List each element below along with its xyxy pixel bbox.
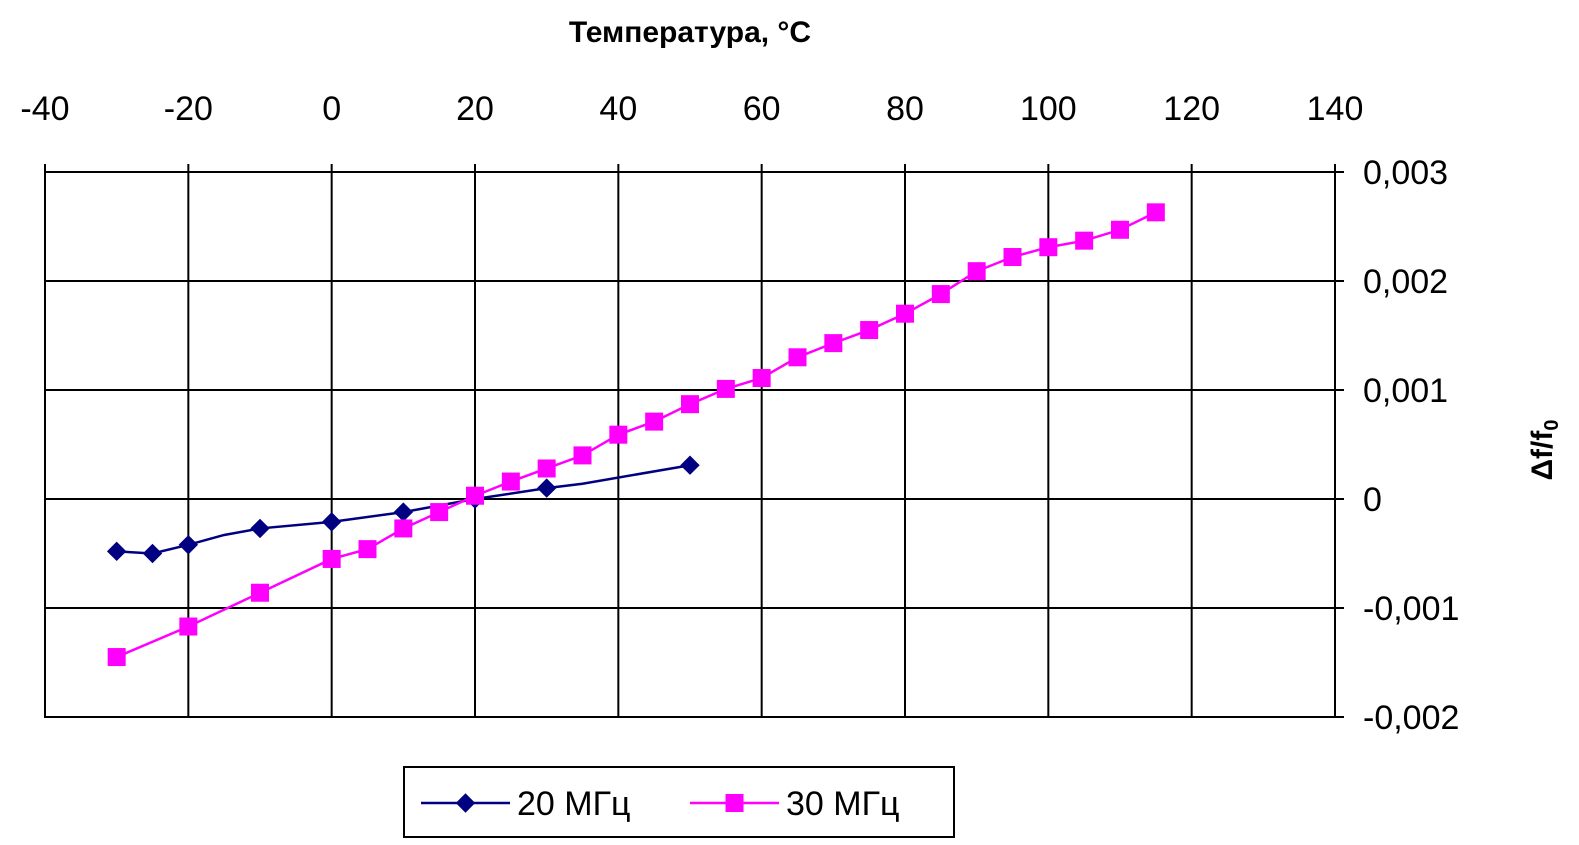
data-point-square [896,304,914,323]
y-axis-title: Δf/f0 [1526,419,1563,480]
legend-label: 30 МГц [786,785,899,823]
x-tick-label: -20 [164,90,213,128]
data-point-square [1003,248,1022,267]
data-point-square [466,486,484,505]
x-tick-label: 100 [1020,90,1077,128]
series-1 [106,455,700,564]
data-point-square [501,472,520,491]
x-tick-label: 80 [886,90,924,128]
data-point-square [1111,220,1129,239]
data-point-square [107,648,126,667]
series-2 [107,203,1165,667]
x-tick-label: -40 [20,90,69,128]
data-point-square [322,549,341,568]
legend-swatch-marker [455,793,476,813]
series-layer [106,203,1165,667]
data-point-square [788,348,807,367]
data-point-diamond [142,543,163,564]
legend-label: 20 МГц [517,785,630,823]
x-tick-label: 40 [599,90,637,128]
y-tick-label: -0,002 [1363,699,1459,737]
x-tick-label: 20 [456,90,494,128]
data-point-square [931,285,950,304]
x-tick-label: 60 [743,90,781,128]
data-point-square [860,321,879,340]
data-point-square [430,503,449,522]
data-point-square [251,583,269,602]
data-point-square [681,395,699,414]
data-point-square [752,369,771,388]
legend-item-2: 30 МГц [690,785,899,823]
data-point-diamond [393,502,414,522]
plot-area-border [44,171,1336,718]
legend-swatch-marker [725,794,744,812]
data-point-diamond [178,535,199,555]
data-point-square [1146,203,1165,222]
y-tick-label: -0,001 [1363,590,1459,628]
data-point-square [537,459,556,478]
data-point-square [716,379,735,398]
data-point-diamond [321,512,342,532]
data-point-square [645,412,664,431]
y-tick-label: 0,003 [1363,154,1448,192]
x-tick-label: 0 [322,90,341,128]
data-point-square [179,617,198,636]
data-point-square [1075,231,1094,250]
data-point-diamond [536,478,557,498]
legend: 20 МГц 30 МГц [403,766,955,838]
y-tick-label: 0,001 [1363,372,1448,410]
axis-layer [44,164,1344,718]
y-tick-label: 0 [1363,481,1382,519]
y-axis-title-main: Δf/f [1526,430,1559,481]
data-point-diamond [680,455,700,475]
x-axis-title: Температура, °С [569,16,811,49]
data-point-square [967,262,986,281]
data-point-square [573,446,592,465]
data-point-square [394,519,413,538]
data-point-diamond [106,541,127,562]
series-line [116,211,1157,659]
x-tick-label: 120 [1163,90,1220,128]
x-tick-label: 140 [1307,90,1364,128]
data-point-square [609,425,628,444]
label-layer: Температура, °С Δf/f0 -40 -20 0 20 40 60 80 100… [20,16,1563,737]
grid-layer [45,172,1335,717]
y-axis-title-subscript: 0 [1541,419,1563,430]
data-point-diamond [250,518,270,539]
legend-item-1: 20 МГц [421,785,630,823]
data-point-square [824,334,843,353]
data-point-square [1039,238,1058,257]
y-tick-label: 0,002 [1363,263,1448,301]
data-point-square [358,540,377,559]
